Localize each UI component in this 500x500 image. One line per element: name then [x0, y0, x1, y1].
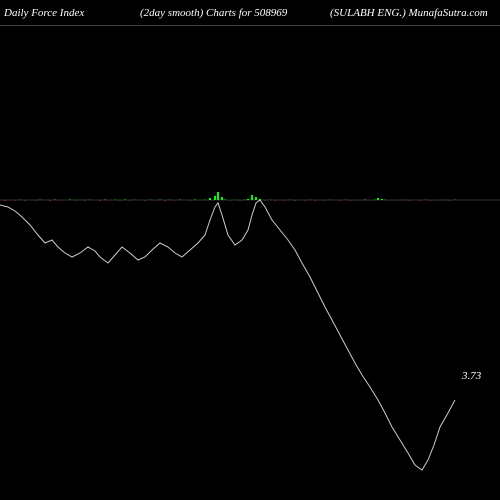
current-value-label: 3.73 — [462, 370, 481, 382]
chart-container: Daily Force Index (2day smooth) Charts f… — [0, 0, 500, 500]
title-right: (SULABH ENG.) MunafaSutra.com — [330, 7, 488, 19]
title-left: Daily Force Index — [4, 7, 84, 19]
chart-area — [0, 25, 500, 500]
title-mid: (2day smooth) Charts for 508969 — [140, 7, 287, 19]
chart-header: Daily Force Index (2day smooth) Charts f… — [0, 0, 500, 25]
force-index-chart — [0, 25, 500, 500]
